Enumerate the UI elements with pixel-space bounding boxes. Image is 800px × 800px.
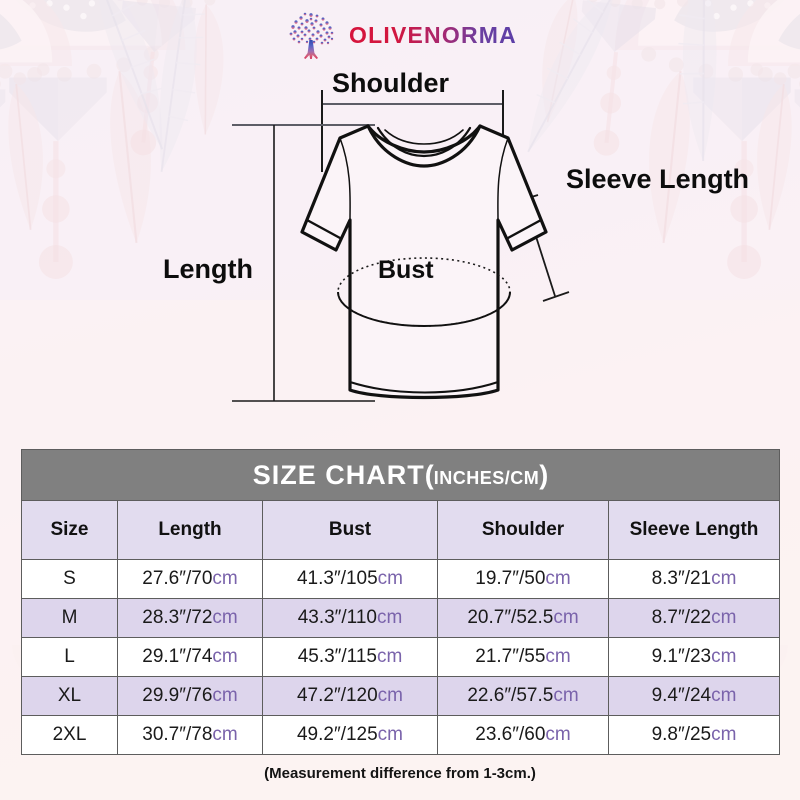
value-shoulder: 19.7″/50 (475, 568, 546, 589)
table-header-row: Size Length Bust Shoulder Sleeve Length (21, 500, 781, 560)
cell-shoulder: 22.6″/57.5cm (437, 676, 609, 716)
value-sleeve: 9.4″/24 (651, 685, 712, 706)
value-length: 29.1″/74 (142, 646, 213, 667)
label-bust: Bust (378, 256, 434, 284)
title-main-text: SIZE CHART (252, 459, 425, 490)
table-row: L 29.1″/74cm 45.3″/115cm 21.7″/55cm 9.1″… (21, 637, 781, 677)
cell-shoulder: 23.6″/60cm (437, 715, 609, 755)
column-header-sleeve-length: Sleeve Length (607, 500, 781, 560)
value-bust: 47.2″/120 (296, 685, 378, 706)
cell-sleeve: 8.7″/22cm (607, 598, 781, 638)
label-shoulder: Shoulder (332, 68, 450, 98)
cell-sleeve: 8.3″/21cm (607, 559, 781, 599)
value-bust: 49.2″/125 (296, 724, 378, 745)
title-units-text: INCHES/CM (433, 467, 540, 488)
title-close-paren: ) (539, 459, 549, 490)
table-row: 2XL 30.7″/78cm 49.2″/125cm 23.6″/60cm 9.… (21, 715, 781, 755)
value-shoulder: 21.7″/55 (475, 646, 546, 667)
value-bust: 43.3″/110 (297, 607, 377, 628)
cell-length: 30.7″/78cm (117, 715, 263, 755)
length-measure-line (232, 124, 375, 402)
cell-size: XL (21, 676, 118, 716)
cell-length: 28.3″/72cm (117, 598, 263, 638)
column-header-bust: Bust (262, 500, 438, 560)
column-header-length: Length (117, 500, 263, 560)
table-title-row: SIZE CHART(INCHES/CM) (20, 449, 781, 501)
cell-shoulder: 19.7″/50cm (437, 559, 609, 599)
unit-shoulder: cm (545, 724, 571, 745)
value-length: 28.3″/72 (142, 607, 213, 628)
tshirt-diagram: Shoulder Sleeve Length Length Bust (0, 60, 800, 445)
unit-bust: cm (376, 607, 403, 628)
unit-bust: cm (377, 568, 403, 589)
tree-icon (289, 12, 334, 59)
value-bust: 41.3″/105 (296, 568, 378, 589)
cell-bust: 41.3″/105cm (262, 559, 438, 599)
cell-bust: 45.3″/115cm (262, 637, 438, 677)
unit-bust: cm (376, 646, 403, 667)
cell-sleeve: 9.4″/24cm (607, 676, 781, 716)
table-row: XL 29.9″/76cm 47.2″/120cm 22.6″/57.5cm 9… (21, 676, 781, 716)
cell-bust: 47.2″/120cm (262, 676, 438, 716)
size-chart-table: SIZE CHART(INCHES/CM) Size Length Bust S… (20, 449, 781, 755)
cell-sleeve: 9.8″/25cm (607, 715, 781, 755)
unit-sleeve: cm (711, 685, 737, 706)
cell-size: S (21, 559, 118, 599)
cell-size: M (21, 598, 118, 638)
unit-length: cm (212, 568, 238, 589)
label-sleeve-length: Sleeve Length (566, 164, 750, 194)
cell-length: 27.6″/70cm (117, 559, 263, 599)
value-length: 29.9″/76 (142, 685, 213, 706)
unit-bust: cm (377, 685, 403, 706)
unit-length: cm (212, 685, 238, 706)
brand-header: OLIVENORMA (0, 8, 800, 62)
value-shoulder: 20.7″/52.5 (467, 607, 554, 628)
cell-length: 29.1″/74cm (117, 637, 263, 677)
value-sleeve: 8.7″/22 (651, 607, 712, 628)
cell-size: 2XL (21, 715, 118, 755)
value-sleeve: 9.8″/25 (651, 724, 712, 745)
unit-shoulder: cm (545, 568, 571, 589)
column-header-size: Size (21, 500, 118, 560)
unit-shoulder: cm (553, 685, 579, 706)
unit-bust: cm (377, 724, 403, 745)
measurement-footnote: (Measurement difference from 1-3cm.) (264, 765, 536, 782)
cell-sleeve: 9.1″/23cm (607, 637, 781, 677)
cell-shoulder: 20.7″/52.5cm (437, 598, 609, 638)
unit-sleeve: cm (711, 568, 737, 589)
value-sleeve: 9.1″/23 (651, 646, 712, 667)
unit-sleeve: cm (711, 646, 737, 667)
unit-shoulder: cm (545, 646, 571, 667)
value-length: 27.6″/70 (142, 568, 213, 589)
brand-name: OLIVENORMA (349, 21, 517, 48)
unit-sleeve: cm (711, 607, 737, 628)
value-shoulder: 23.6″/60 (475, 724, 546, 745)
size-chart-table-wrapper: SIZE CHART(INCHES/CM) Size Length Bust S… (20, 449, 781, 755)
cell-shoulder: 21.7″/55cm (437, 637, 609, 677)
cell-bust: 43.3″/110cm (262, 598, 438, 638)
cell-bust: 49.2″/125cm (262, 715, 438, 755)
cell-length: 29.9″/76cm (117, 676, 263, 716)
table-title-cell: SIZE CHART(INCHES/CM) (20, 449, 781, 501)
table-row: S 27.6″/70cm 41.3″/105cm 19.7″/50cm 8.3″… (21, 559, 781, 599)
label-length: Length (163, 254, 253, 284)
unit-length: cm (212, 607, 238, 628)
unit-length: cm (212, 724, 238, 745)
column-header-shoulder: Shoulder (437, 500, 609, 560)
value-sleeve: 8.3″/21 (651, 568, 712, 589)
unit-length: cm (212, 646, 238, 667)
value-bust: 45.3″/115 (297, 646, 377, 667)
unit-shoulder: cm (553, 607, 579, 628)
title-open-paren: ( (424, 459, 434, 490)
unit-sleeve: cm (711, 724, 737, 745)
cell-size: L (21, 637, 118, 677)
table-row: M 28.3″/72cm 43.3″/110cm 20.7″/52.5cm 8.… (21, 598, 781, 638)
value-length: 30.7″/78 (142, 724, 213, 745)
value-shoulder: 22.6″/57.5 (467, 685, 554, 706)
tshirt-outline (300, 124, 548, 400)
